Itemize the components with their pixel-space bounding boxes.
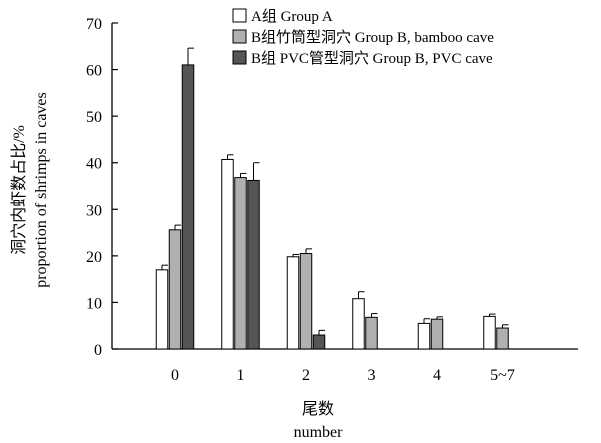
bar (286, 256, 300, 350)
legend-swatch (232, 8, 247, 23)
x-tick-label: 0 (171, 367, 179, 384)
x-tick-label: 4 (433, 367, 441, 384)
bar (299, 253, 313, 350)
bar (234, 177, 247, 350)
bar (417, 322, 431, 350)
bar (168, 229, 182, 350)
x-axis-title-line-2: number (294, 424, 344, 441)
legend-swatch (232, 29, 247, 44)
y-axis-title-line-2: proportion of shrimps in caves (33, 92, 50, 288)
y-tick-label: 30 (86, 202, 102, 219)
y-tick-label: 60 (86, 63, 102, 80)
legend: A组 Group A B组竹筒型洞穴 Group B, bamboo cave B组… (232, 8, 494, 67)
y-tick-label: 40 (86, 156, 102, 173)
bar (483, 315, 496, 350)
y-tick-label: 50 (86, 109, 102, 126)
bar (181, 64, 195, 350)
bar (352, 298, 365, 350)
x-axis: 0 1 2 3 4 5~7 (112, 348, 578, 384)
axis-titles: 尾数 number 洞穴内虾数占比/% proportion of shrimp… (10, 92, 343, 441)
bar (312, 334, 326, 350)
y-tick-label: 70 (86, 16, 102, 33)
x-tick-label: 5~7 (490, 367, 515, 384)
bar (155, 269, 169, 350)
bar (496, 327, 509, 350)
y-tick-label: 0 (94, 342, 102, 359)
legend-swatch (232, 50, 247, 65)
legend-label: B组 PVC管型洞穴 Group B, PVC cave (251, 50, 493, 67)
bar (247, 179, 260, 350)
legend-label: A组 Group A (251, 8, 333, 25)
bar (430, 318, 444, 350)
bar (221, 158, 234, 350)
x-tick-label: 3 (368, 367, 376, 384)
y-tick-label: 10 (86, 295, 102, 312)
bar (365, 316, 378, 350)
y-tick-label: 20 (86, 249, 102, 266)
x-axis-title-line-1: 尾数 (302, 400, 334, 418)
x-tick-label: 1 (237, 367, 245, 384)
bars-layer (155, 47, 509, 350)
y-axis: 0 10 20 30 40 50 60 70 (86, 16, 118, 359)
y-axis-title-line-1: 洞穴内虾数占比/% (10, 125, 28, 255)
x-tick-label: 2 (302, 367, 310, 384)
legend-label: B组竹筒型洞穴 Group B, bamboo cave (251, 29, 494, 46)
